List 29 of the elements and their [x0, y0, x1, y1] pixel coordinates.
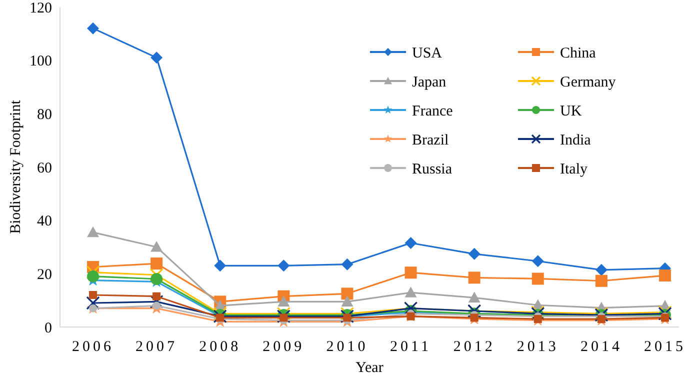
y-tick-label: 80	[37, 106, 52, 123]
legend-label: Germany	[560, 74, 616, 90]
y-tick-label: 60	[37, 160, 52, 176]
legend-label: Russia	[412, 161, 452, 178]
legend-label: USA	[412, 45, 442, 62]
y-tick-label: 100	[30, 54, 52, 70]
x-tick-label: 2008	[199, 339, 242, 355]
x-tick-label: 2006	[72, 339, 114, 355]
y-tick-label: 40	[37, 214, 52, 230]
legend-label: Japan	[412, 74, 447, 90]
x-tick-label: 2011	[390, 339, 432, 355]
legend-label: UK	[560, 103, 582, 120]
x-tick-label: 2010	[326, 339, 368, 355]
x-tick-label: 2014	[580, 339, 622, 355]
y-axis-title: Biodiversity Footprint	[8, 99, 24, 234]
x-tick-label: 2013	[516, 339, 559, 355]
x-tick-label: 2009	[262, 339, 305, 355]
legend-label: Italy	[560, 161, 588, 178]
legend-label: Brazil	[412, 132, 449, 148]
y-tick-label: 120	[30, 0, 52, 16]
legend-label: China	[560, 45, 596, 62]
y-tick-label: 20	[37, 266, 52, 283]
legend-label: France	[412, 103, 454, 120]
y-tick-label: 0	[44, 320, 52, 336]
x-tick-label: 2015	[644, 339, 686, 355]
legend-label: India	[560, 132, 592, 148]
x-tick-label: 2007	[136, 339, 178, 355]
x-tick-label: 2012	[453, 339, 496, 355]
x-axis-title: Year	[356, 360, 384, 376]
